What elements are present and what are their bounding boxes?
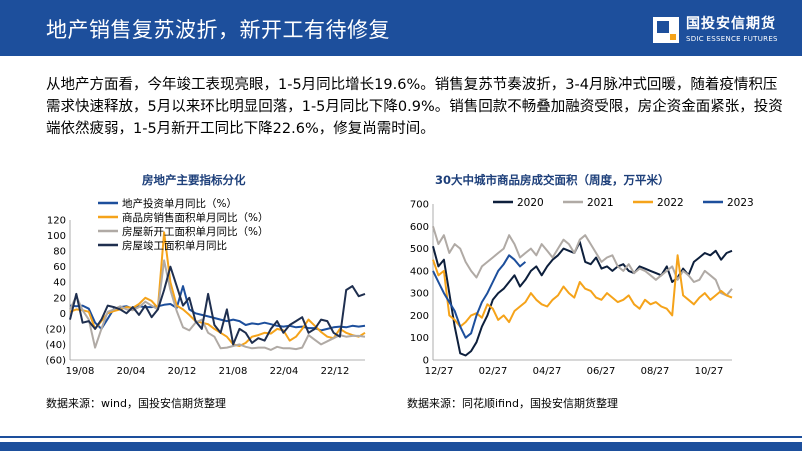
series-line-4 <box>432 254 527 339</box>
summary-paragraph: 从地产方面看，今年竣工表现亮眼，1-5月同比增长19.6%。销售复苏节奏波折，3… <box>46 77 783 137</box>
source-left: 数据来源：wind，国投安信期货整理 <box>46 397 227 410</box>
x-tick-label: 21/08 <box>219 366 248 377</box>
legend-label-2: 商品房销售面积单月同比（%） <box>122 211 268 224</box>
chart-left: 房地产主要指标分化 120 100 80 60 40 20 0 (20) (40) (60) 19/… <box>30 160 385 390</box>
y-tick-label: 500 <box>410 244 429 255</box>
x-tick-label: 12/27 <box>425 366 454 377</box>
x-tick-label: 20/12 <box>168 366 197 377</box>
x-tick-label: 02/27 <box>479 366 508 377</box>
y-tick-label: 80 <box>53 247 66 258</box>
series-line-4 <box>69 265 366 346</box>
legend-label-2: 2021 <box>587 197 614 209</box>
series-line-2 <box>432 226 733 297</box>
y-tick-label: 100 <box>47 231 66 242</box>
company-logo-icon <box>653 17 679 43</box>
x-tick-label: 06/27 <box>587 366 616 377</box>
y-tick-label: 120 <box>47 216 66 227</box>
y-tick-label: 0 <box>423 356 429 367</box>
header-bar: 地产销售复苏波折，新开工有待修复 国投安信期货 SDIC ESSENCE FUT… <box>0 0 802 56</box>
y-tick-label: 700 <box>410 200 429 211</box>
x-tick-label: 22/04 <box>270 366 299 377</box>
y-tick-label: 400 <box>410 266 429 277</box>
chart-right-title: 30大中城市商品房成交面积（周度，万平米） <box>435 173 670 187</box>
chart-right: 30大中城市商品房成交面积（周度，万平米） 700 600 500 400 300 200… <box>395 160 795 390</box>
y-tick-label: 40 <box>53 278 66 289</box>
legend-label-1: 地产投资单月同比（%） <box>122 197 237 210</box>
y-tick-label: (60) <box>45 356 66 367</box>
x-tick-label: 04/27 <box>533 366 562 377</box>
y-tick-label: 600 <box>410 222 429 233</box>
x-tick-label: 10/27 <box>695 366 724 377</box>
logo-text-cn: 国投安信期货 <box>686 16 776 32</box>
x-tick-label: 22/12 <box>321 366 350 377</box>
legend-label-4: 2023 <box>727 197 754 209</box>
chart-left-title: 房地产主要指标分化 <box>142 173 246 187</box>
y-tick-label: 20 <box>53 293 66 304</box>
series-line-3 <box>69 259 366 351</box>
y-tick-label: 0 <box>60 309 66 320</box>
y-tick-label: (40) <box>45 340 66 351</box>
legend-label-4: 房屋竣工面积单月同比 <box>122 239 227 252</box>
chart-right-plot: 700 600 500 400 300 200 100 012/27 02/27 04/27 06/… <box>410 197 754 377</box>
source-right: 数据来源：同花顺ifind，国投安信期货整理 <box>407 397 618 410</box>
y-tick-label: (20) <box>45 324 66 335</box>
series-line-1 <box>432 240 733 357</box>
y-tick-label: 60 <box>53 262 66 273</box>
series-line-3 <box>432 254 733 328</box>
legend-label-1: 2020 <box>517 197 544 209</box>
x-tick-label: 19/08 <box>66 366 95 377</box>
x-tick-label: 20/04 <box>117 366 146 377</box>
footer-line <box>0 436 802 438</box>
y-tick-label: 100 <box>410 333 429 344</box>
y-tick-label: 300 <box>410 289 429 300</box>
chart-left-plot: 120 100 80 60 40 20 0 (20) (40) (60)19/08 20/04 20/… <box>45 197 366 377</box>
x-tick-label: 08/27 <box>641 366 670 377</box>
slide-title: 地产销售复苏波折，新开工有待修复 <box>46 18 390 42</box>
legend-label-3: 房屋新开工面积单月同比（%） <box>122 225 268 238</box>
legend-label-3: 2022 <box>657 197 684 209</box>
y-tick-label: 200 <box>410 311 429 322</box>
footer-bar <box>0 442 802 451</box>
logo-text-en: SDIC ESSENCE FUTURES <box>686 35 778 43</box>
